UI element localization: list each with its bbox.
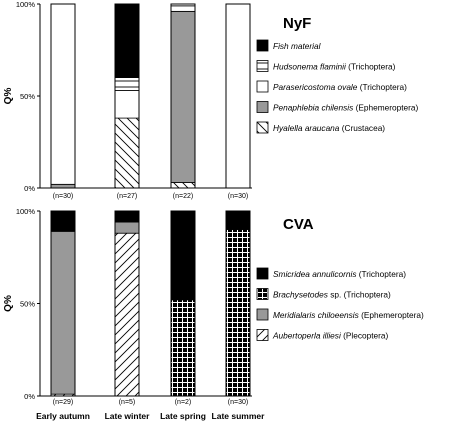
bar-segment-hudsonema-flaminii-late-winter <box>114 77 140 91</box>
legend-swatch-fish-material <box>256 39 269 52</box>
bar-outline-late-spring <box>170 3 196 189</box>
legend-species-name: Meridialaris chiloeensis <box>273 310 359 320</box>
legend-species-name: Brachysetodes <box>273 290 328 300</box>
legend-entry-penaphlebia-chilensis: Penaphlebia chilensis (Ephemeroptera) <box>273 103 419 113</box>
legend-swatch-hudsonema-flaminii <box>256 60 269 72</box>
legend-taxon-note: (Trichoptera) <box>356 269 406 279</box>
bar-segment-smicridea-annulicornis-early-autumn <box>50 210 76 232</box>
legend-taxon-note: (Ephemeroptera) <box>353 103 418 113</box>
y-tick-label: 100% <box>16 0 36 9</box>
bar-outline-late-winter <box>114 3 140 189</box>
bar-segment-parasericostoma-ovale-late-summer <box>225 3 251 189</box>
sample-size-label: (n=5) <box>119 399 136 406</box>
bar-segment-brachysetodes-late-spring <box>170 299 196 397</box>
bar-segment-hyalella-araucana-late-spring <box>170 182 196 189</box>
bar-segment-smicridea-annulicornis-late-summer <box>225 210 251 230</box>
legend-entry-aubertoperla-illiesi: Aubertoperla illiesi (Plecoptera) <box>272 331 389 341</box>
sample-size-label: (n=27) <box>117 193 137 200</box>
bar-segment-penaphlebia-chilensis-late-spring <box>170 10 196 183</box>
bar-segment-parasericostoma-ovale-early-autumn <box>50 3 76 185</box>
x-tick-label: Early autumn <box>36 411 90 421</box>
sample-size-label: (n=22) <box>173 193 193 200</box>
bar-segment-parasericostoma-ovale-late-spring <box>170 5 196 12</box>
chart-panel-cva: 0% 50% 100% Q% (n=29) Early autumn (n=5) Late w… <box>3 207 424 421</box>
legend-swatch-parasericostoma-ovale <box>256 80 269 93</box>
bar-segment-meridialaris-chiloeensis-early-autumn <box>50 230 76 395</box>
bar-outline-early-autumn <box>50 3 76 189</box>
y-tick-label: 50% <box>20 92 35 101</box>
legend-entry-meridialaris-chiloeensis: Meridialaris chiloeensis (Ephemeroptera) <box>273 310 424 320</box>
legend-entry-hudsonema-flaminii: Hudsonema flaminii (Trichoptera) <box>273 62 396 72</box>
bar-segment-aubertoperla-illiesi-late-winter <box>114 232 140 397</box>
y-axis-label: Q% <box>3 295 14 312</box>
sample-size-label: (n=30) <box>53 193 73 200</box>
legend-species-name: Fish material <box>273 41 322 51</box>
bar-segment-parasericostoma-ovale-late-winter <box>114 90 140 119</box>
bar-outline-late-summer <box>225 210 251 397</box>
legend-species-name: Hyalella araucana <box>273 123 340 133</box>
legend-entry-parasericostoma-ovale: Parasericostoma ovale (Trichoptera) <box>273 82 407 92</box>
x-tick-label: Late summer <box>212 411 266 421</box>
legend-species-name: Penaphlebia chilensis <box>273 103 353 113</box>
bar-segment-smicridea-annulicornis-late-spring <box>170 210 196 301</box>
sample-size-label: (n=2) <box>175 399 192 406</box>
bar-segment-smicridea-annulicornis-late-winter <box>114 210 140 223</box>
legend-swatch-brachysetodes <box>256 288 269 300</box>
chart-panel-nyf: 0% 50% 100% Q% (n=30) (n=27) (n=22) (n=30) NyF Fi… <box>3 0 419 200</box>
legend-taxon-note: (Crustacea) <box>339 123 385 133</box>
bar-outline-early-autumn <box>50 210 76 397</box>
legend-entry-hyalella-araucana: Hyalella araucana (Crustacea) <box>273 123 385 133</box>
bar-segment-hyalella-araucana-late-winter <box>114 117 140 189</box>
legend-swatch-aubertoperla-illiesi <box>256 329 269 341</box>
site-label: NyF <box>283 15 311 32</box>
legend: Smicridea annulicornis (Trichoptera) Brac… <box>256 267 424 341</box>
sample-size-label: (n=30) <box>228 193 248 200</box>
y-tick-label: 0% <box>24 184 35 193</box>
sample-size-label: (n=29) <box>53 399 73 406</box>
y-axis-label: Q% <box>3 88 14 105</box>
site-label: CVA <box>283 216 314 233</box>
bar-outline-late-winter <box>114 210 140 397</box>
legend-swatch-hyalella-araucana <box>256 121 269 134</box>
legend-taxon-note: (Plecoptera) <box>341 331 389 341</box>
legend-taxon-note: (Ephemeroptera) <box>359 310 424 320</box>
legend-taxon-note: (Trichoptera) <box>346 62 396 72</box>
legend-swatch-meridialaris-chiloeensis <box>256 308 269 321</box>
bar-segment-penaphlebia-chilensis-early-autumn <box>50 183 76 189</box>
legend-entry-brachysetodes: Brachysetodes sp. (Trichoptera) <box>273 290 391 300</box>
legend-species-name: Hudsonema flaminii <box>273 62 347 72</box>
y-tick-label: 100% <box>16 207 36 216</box>
legend-swatch-penaphlebia-chilensis <box>256 101 269 113</box>
legend: Fish material Hudsonema flaminii (Trichop… <box>256 39 419 134</box>
legend-entry-fish-material: Fish material <box>273 41 322 51</box>
legend-species-name: Parasericostoma ovale <box>273 82 358 92</box>
y-tick-label: 50% <box>20 300 35 309</box>
x-tick-label: Late winter <box>105 411 151 421</box>
sample-size-label: (n=30) <box>228 399 248 406</box>
bar-outline-late-summer <box>225 3 251 189</box>
x-tick-label: Late spring <box>160 411 206 421</box>
bar-segment-fish-material-late-winter <box>114 3 140 78</box>
legend-entry-smicridea-annulicornis: Smicridea annulicornis (Trichoptera) <box>273 269 406 279</box>
legend-taxon-note: (Trichoptera) <box>357 82 407 92</box>
y-tick-label: 0% <box>24 392 35 401</box>
bar-segment-meridialaris-chiloeensis-late-winter <box>114 221 140 234</box>
legend-species-name: Aubertoperla illiesi <box>272 331 342 341</box>
legend-taxon-note: sp. (Trichoptera) <box>328 290 391 300</box>
bar-segment-brachysetodes-late-summer <box>225 229 251 397</box>
legend-species-name: Smicridea annulicornis <box>273 269 356 279</box>
legend-swatch-smicridea-annulicornis <box>256 267 269 280</box>
bar-outline-late-spring <box>170 210 196 397</box>
